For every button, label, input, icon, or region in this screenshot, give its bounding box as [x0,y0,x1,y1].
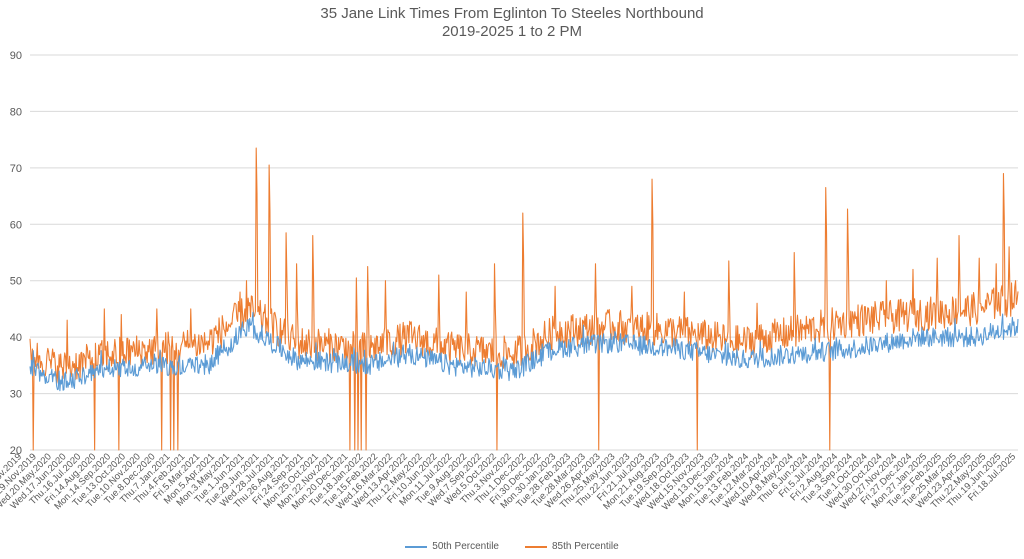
legend-label-50th: 50th Percentile [432,541,499,552]
y-tick-label: 30 [10,389,22,401]
legend-item-85th: 85th Percentile [525,541,619,552]
legend: 50th Percentile 85th Percentile [0,541,1024,552]
y-tick-label: 50 [10,276,22,288]
y-tick-label: 40 [10,332,22,344]
legend-swatch-85th [525,545,547,548]
legend-swatch-50th [405,545,428,548]
legend-item-50th: 50th Percentile [405,541,499,552]
y-tick-label: 90 [10,50,22,62]
chart-title: 35 Jane Link Times From Eglinton To Stee… [320,5,704,22]
x-axis: Fri.1.Nov.2019Fri.29.Nov.2019Wed.20.May.… [0,451,1018,513]
y-tick-label: 80 [10,106,22,118]
y-tick-label: 70 [10,163,22,175]
series-lines [29,147,1019,451]
series-line-85th-percentile [29,147,1019,451]
legend-label-85th: 85th Percentile [552,541,619,552]
y-tick-label: 20 [10,445,22,457]
y-axis: 20 30 40 50 60 70 80 90 [10,50,22,457]
y-tick-label: 60 [10,219,22,231]
chart-subtitle: 2019-2025 1 to 2 PM [441,23,583,40]
series-line-50th-percentile [29,311,1019,392]
